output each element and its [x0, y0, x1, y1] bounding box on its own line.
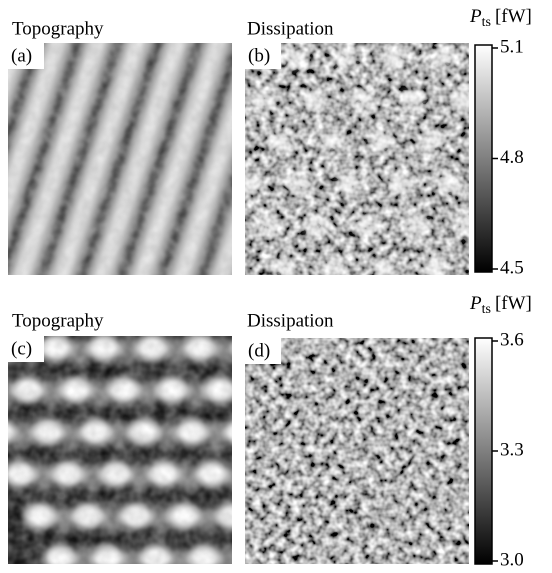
colorbar-title: Pts [fW]: [469, 6, 532, 30]
blob: [419, 132, 443, 152]
tick-label: 3.6: [500, 329, 524, 350]
blob: [383, 48, 407, 68]
panel-title: Topography: [12, 310, 104, 331]
blob: [455, 216, 469, 236]
afm-image: [8, 336, 232, 564]
panel-label: (a): [11, 45, 32, 66]
blob: [283, 48, 307, 68]
colorbar: [474, 337, 493, 565]
texture: [245, 43, 469, 275]
blob: [351, 90, 375, 110]
texture: [245, 338, 469, 564]
unit: [fW]: [495, 293, 532, 314]
blob: [269, 132, 293, 152]
lattice: [245, 48, 552, 278]
tick-label: 4.5: [500, 257, 524, 278]
tick-label: 3.3: [500, 439, 524, 460]
label-box: [245, 43, 281, 69]
texture: [8, 336, 232, 564]
panel-title: Dissipation: [247, 18, 334, 39]
panel-title: Topography: [12, 18, 104, 39]
blob: [451, 90, 469, 110]
blob: [273, 258, 297, 275]
label-box: [8, 336, 44, 362]
tick-label: 3.0: [500, 549, 524, 570]
label-box: [245, 338, 281, 364]
blob: [401, 90, 425, 110]
colorbar: [474, 44, 493, 273]
label-box: [8, 43, 44, 69]
blob: [319, 132, 343, 152]
afm-image: [8, 43, 232, 275]
blob: [433, 48, 457, 68]
subscript: ts: [482, 302, 491, 317]
blob: [437, 174, 461, 194]
blob: [323, 258, 347, 275]
blob: [501, 90, 525, 110]
blob: [523, 258, 547, 278]
panel-label: (b): [248, 45, 270, 66]
blob: [369, 132, 393, 152]
subscript: ts: [482, 15, 491, 30]
tick-label: 5.1: [500, 36, 524, 57]
panel-title: Dissipation: [247, 310, 334, 331]
panel-label: (c): [11, 338, 32, 359]
blob: [405, 216, 429, 236]
panel-label: (d): [248, 340, 270, 361]
quantity: P: [469, 293, 482, 314]
blob: [251, 90, 275, 110]
blob: [537, 174, 552, 194]
blob: [333, 48, 357, 68]
colorbar-title: Pts [fW]: [469, 293, 532, 317]
blob: [423, 258, 447, 275]
texture: [8, 43, 232, 275]
tick-label: 4.8: [500, 147, 524, 168]
blob: [387, 174, 411, 194]
blob: [287, 174, 311, 194]
afm-image: [245, 338, 469, 564]
blob: [505, 216, 529, 236]
afm-image: [245, 43, 552, 278]
blob: [373, 258, 397, 275]
blob: [301, 90, 325, 110]
unit: [fW]: [495, 6, 532, 27]
quantity: P: [469, 6, 482, 27]
blob: [305, 216, 329, 236]
blob: [337, 174, 361, 194]
blob: [255, 216, 279, 236]
blob: [355, 216, 379, 236]
blob: [245, 174, 261, 194]
